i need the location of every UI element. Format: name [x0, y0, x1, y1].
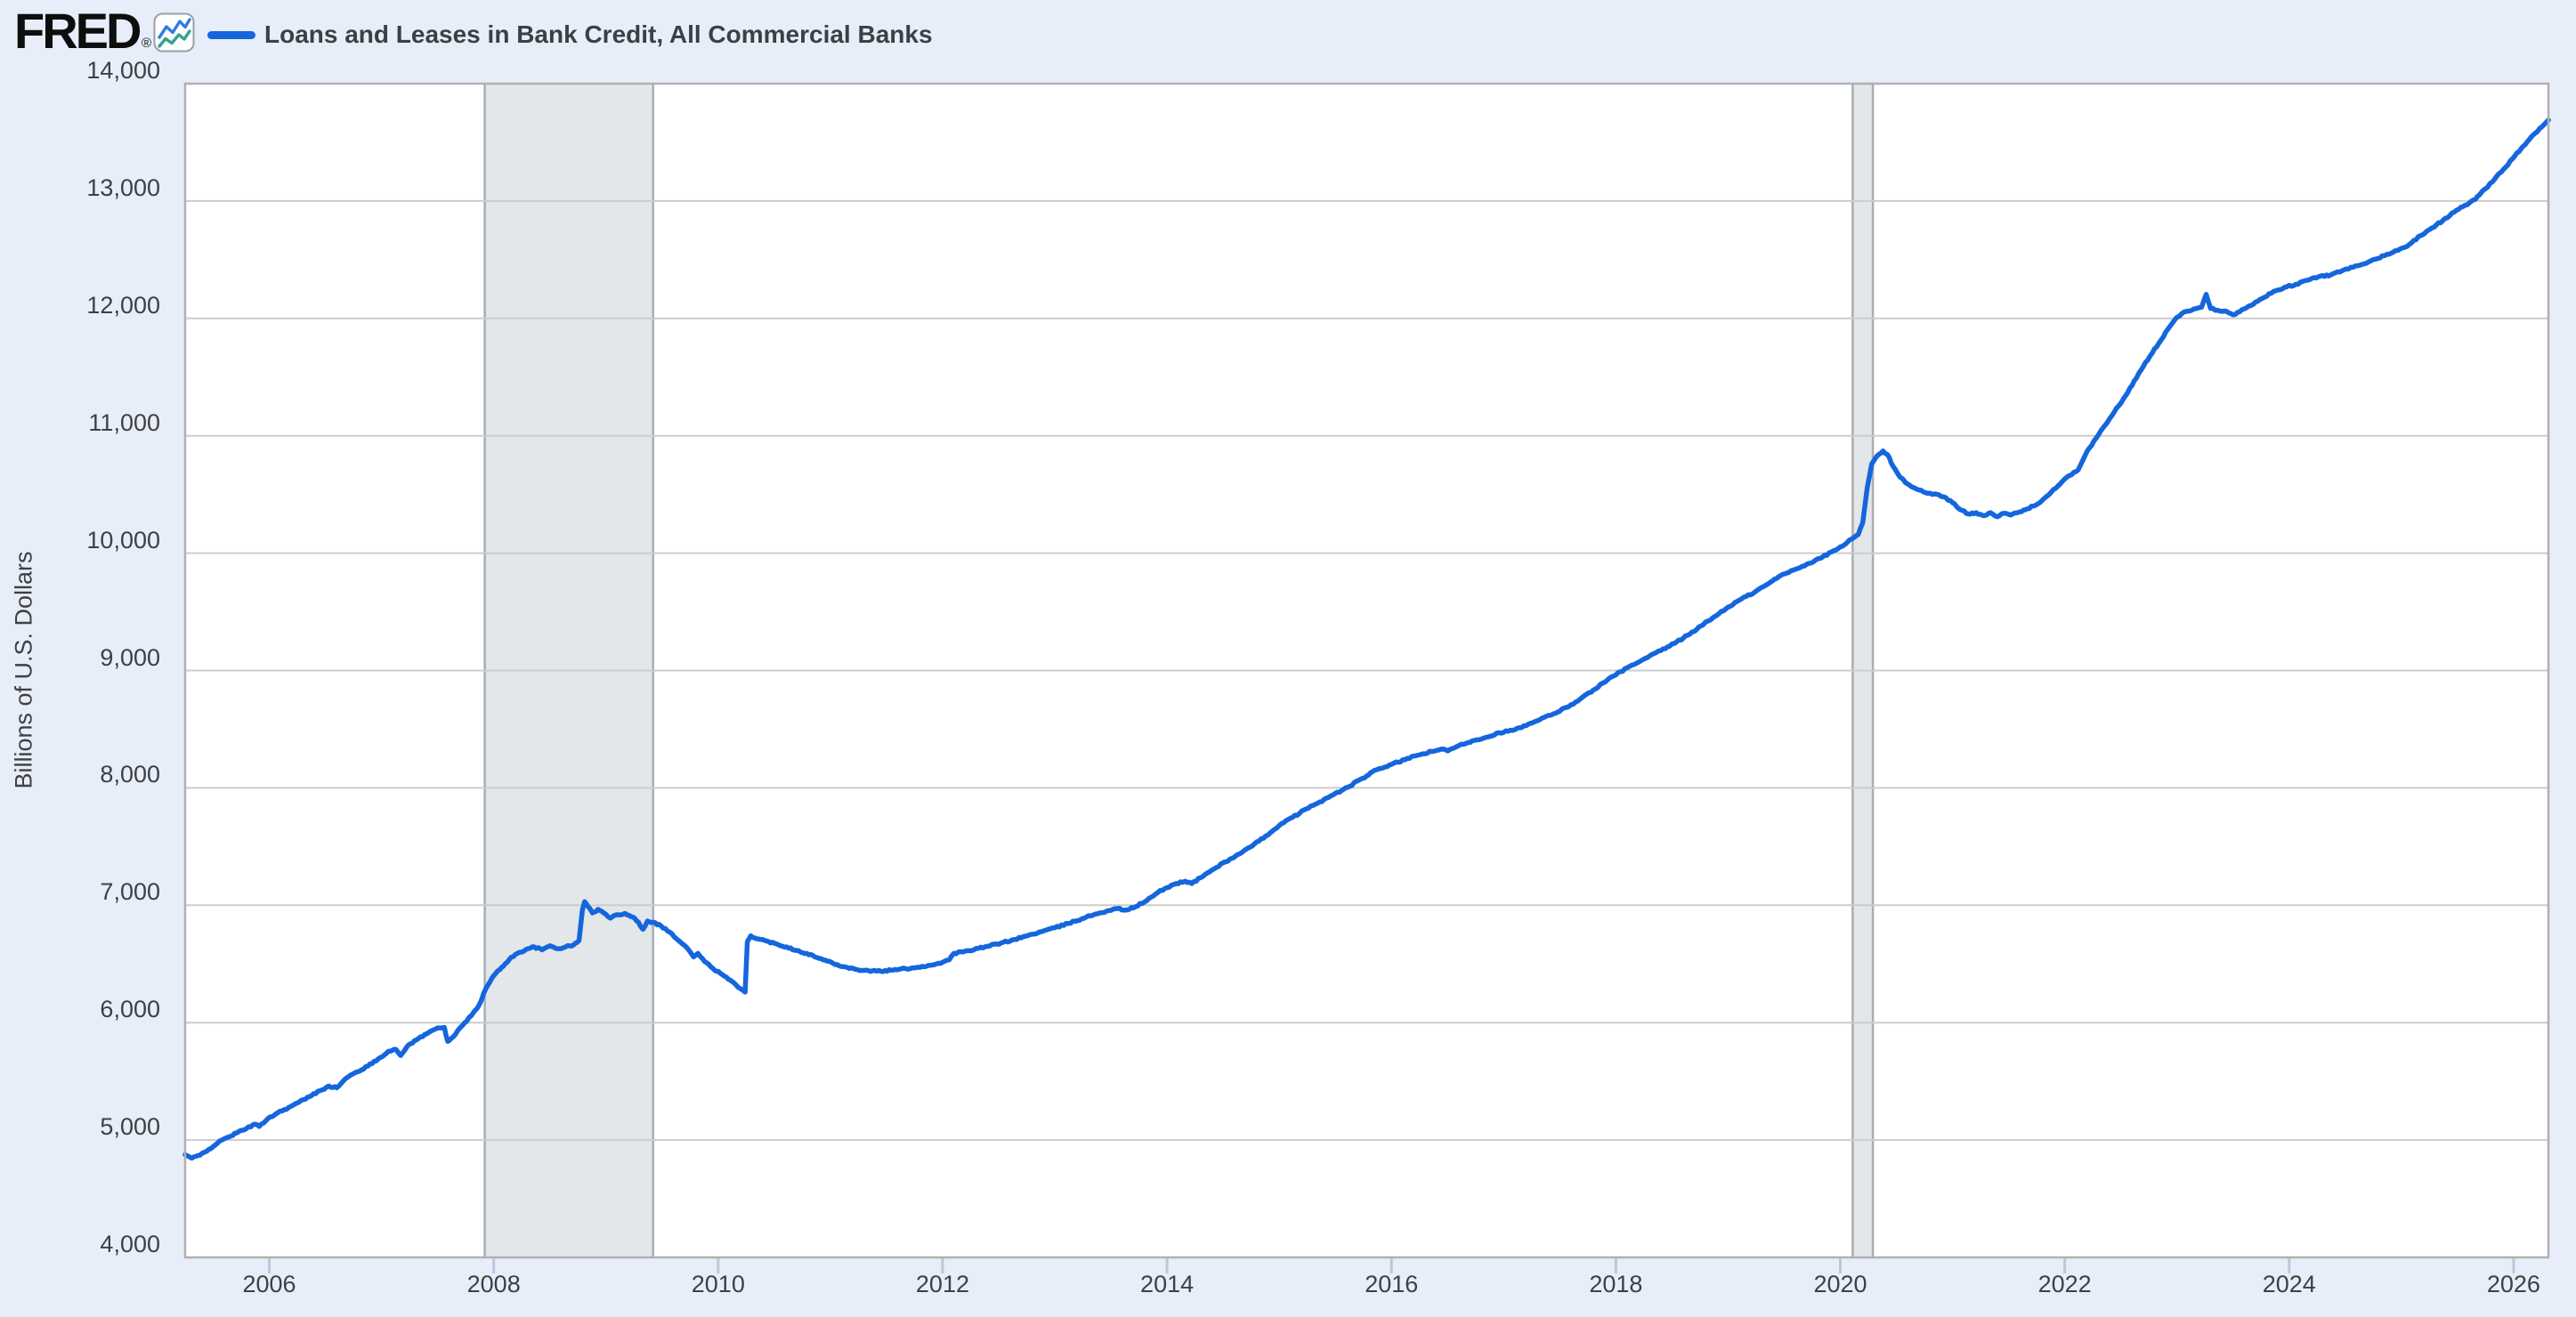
- x-tick-label: 2020: [1813, 1271, 1867, 1297]
- y-tick-label: 14,000: [86, 57, 160, 84]
- legend-series-label[interactable]: Loans and Leases in Bank Credit, All Com…: [264, 20, 933, 48]
- y-tick-label: 9,000: [100, 643, 160, 671]
- y-tick-label: 8,000: [100, 761, 160, 788]
- y-tick-label: 13,000: [86, 174, 160, 201]
- registered-trademark-icon: ®: [142, 36, 152, 51]
- x-tick-label: 2014: [1140, 1271, 1195, 1297]
- x-tick-label: 2008: [466, 1271, 521, 1297]
- y-tick-label: 6,000: [100, 996, 160, 1023]
- fred-logo[interactable]: FRED: [14, 3, 142, 59]
- x-tick-label: 2024: [2262, 1271, 2316, 1297]
- x-tick-label: 2012: [915, 1271, 969, 1297]
- y-tick-label: 10,000: [86, 526, 160, 553]
- legend-series-swatch: [207, 31, 255, 39]
- x-tick-label: 2026: [2486, 1271, 2540, 1297]
- y-tick-label: 7,000: [100, 878, 160, 906]
- x-tick-label: 2018: [1589, 1271, 1643, 1297]
- series-line[interactable]: [182, 117, 2551, 1161]
- x-tick-label: 2022: [2037, 1271, 2092, 1297]
- x-tick-label: 2010: [691, 1271, 745, 1297]
- x-tick-label: 2006: [242, 1271, 296, 1297]
- y-tick-label: 11,000: [88, 408, 160, 436]
- y-tick-label: 12,000: [86, 291, 160, 319]
- fred-chart-icon: [153, 12, 195, 53]
- y-tick-label: 5,000: [100, 1113, 160, 1141]
- y-tick-label: 4,000: [100, 1231, 160, 1257]
- x-tick-label: 2016: [1365, 1271, 1419, 1297]
- plot-border: [183, 82, 2550, 1259]
